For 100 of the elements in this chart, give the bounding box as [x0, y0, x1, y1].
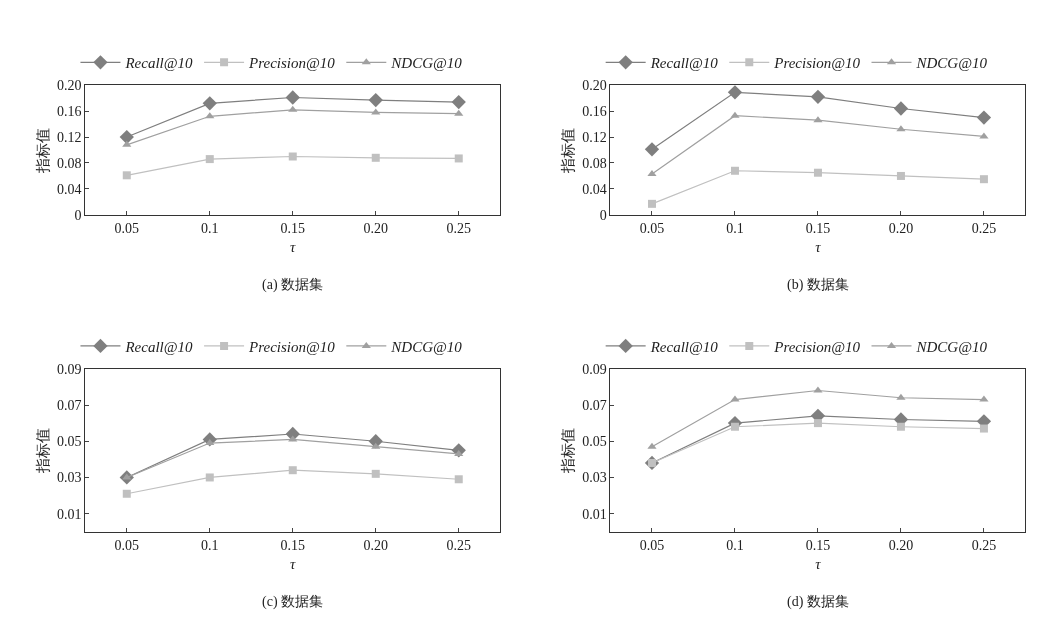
- x-tick-label: 0.05: [114, 537, 140, 553]
- y-tick-label: 0: [599, 207, 607, 223]
- point: [454, 109, 464, 116]
- point: [979, 395, 989, 402]
- y-axis-title: 指标值: [35, 427, 52, 474]
- y-tick-label: 0.12: [582, 129, 607, 145]
- point: [122, 489, 131, 498]
- x-tick-label: 0.15: [805, 537, 831, 553]
- y-tick-label: 0.16: [56, 104, 82, 120]
- x-tick-label: 0.1: [201, 220, 219, 236]
- point: [810, 89, 826, 104]
- point: [122, 140, 132, 147]
- y-tick-label: 0.03: [582, 470, 607, 486]
- x-axis-title: τ: [290, 555, 297, 572]
- legend-label: Recall@10: [124, 55, 194, 72]
- point: [647, 442, 657, 449]
- y-tick-label: 0.05: [56, 434, 82, 450]
- point: [288, 105, 298, 112]
- x-tick-label: 0.05: [114, 220, 140, 236]
- point: [288, 152, 297, 161]
- point: [122, 171, 131, 180]
- point: [896, 393, 906, 400]
- legend-label: Precision@10: [248, 338, 336, 355]
- y-tick-label: 0.16: [582, 104, 607, 120]
- text: (c) 数据集: [262, 594, 324, 610]
- point: [730, 166, 739, 175]
- x-tick-label: 0.25: [446, 537, 471, 553]
- x-tick-label: 0.20: [363, 537, 388, 553]
- point: [202, 96, 217, 111]
- y-tick-label: 0: [74, 207, 82, 223]
- x-tick-label: 0.15: [280, 537, 306, 553]
- x-tick-label: 0.1: [726, 537, 744, 553]
- legend-label: NDCG@10: [915, 338, 988, 355]
- text: (d) 数据集: [787, 594, 849, 610]
- x-tick-label: 0.1: [726, 220, 744, 236]
- point: [896, 171, 905, 180]
- point: [813, 386, 823, 393]
- y-tick-label: 0.07: [582, 397, 607, 413]
- point: [893, 101, 909, 116]
- y-tick-label: 0.20: [582, 78, 607, 94]
- x-tick-label: 0.20: [888, 220, 914, 236]
- legend-label: NDCG@10: [915, 55, 988, 72]
- point: [730, 395, 740, 402]
- x-axis-title: τ: [290, 238, 297, 255]
- y-tick-label: 0.03: [56, 470, 82, 486]
- point: [205, 155, 214, 164]
- x-tick-label: 0.25: [971, 220, 997, 236]
- point: [368, 92, 383, 108]
- legend-label: Recall@10: [649, 55, 719, 72]
- x-tick-label: 0.25: [446, 220, 471, 236]
- point: [285, 90, 300, 105]
- point: [205, 473, 214, 482]
- point: [119, 129, 134, 145]
- legend-label: Precision@10: [773, 55, 861, 72]
- point: [451, 94, 466, 110]
- x-tick-label: 0.05: [639, 220, 665, 236]
- point: [644, 142, 660, 157]
- y-axis-title: 指标值: [560, 127, 577, 174]
- point: [813, 116, 823, 123]
- point: [288, 466, 297, 475]
- point: [730, 111, 740, 118]
- point: [454, 475, 463, 484]
- legend-label: Precision@10: [248, 55, 336, 72]
- point: [371, 469, 380, 478]
- y-tick-label: 0.09: [56, 361, 82, 377]
- x-tick-label: 0.20: [363, 220, 388, 236]
- legend-label: Precision@10: [773, 338, 861, 355]
- x-tick-label: 0.20: [888, 537, 914, 553]
- point: [813, 419, 822, 428]
- y-tick-label: 0.08: [56, 155, 82, 171]
- legend-label: NDCG@10: [390, 338, 463, 355]
- point: [896, 422, 905, 431]
- point: [813, 168, 822, 177]
- x-tick-label: 0.05: [639, 537, 665, 553]
- point: [371, 153, 380, 162]
- legend-label: NDCG@10: [390, 55, 463, 72]
- legend-label: Recall@10: [124, 338, 194, 355]
- y-tick-label: 0.05: [582, 434, 607, 450]
- x-tick-label: 0.25: [971, 537, 997, 553]
- y-tick-label: 0.09: [582, 361, 607, 377]
- y-axis-title: 指标值: [35, 127, 52, 174]
- y-axis-title: 指标值: [560, 427, 577, 474]
- point: [979, 424, 988, 433]
- point: [727, 85, 743, 100]
- y-tick-label: 0.12: [56, 129, 82, 145]
- y-tick-label: 0.04: [56, 181, 82, 197]
- x-tick-label: 0.15: [805, 220, 831, 236]
- point: [976, 110, 992, 125]
- point: [454, 154, 463, 163]
- y-tick-label: 0.01: [582, 506, 607, 522]
- y-tick-label: 0.07: [56, 397, 82, 413]
- legend-label: Recall@10: [649, 338, 719, 355]
- y-tick-label: 0.01: [56, 506, 82, 522]
- text: (b) 数据集: [787, 277, 849, 293]
- point: [730, 422, 739, 431]
- y-tick-label: 0.20: [56, 78, 82, 94]
- point: [979, 175, 988, 184]
- text: (a) 数据集: [262, 277, 324, 293]
- y-tick-label: 0.04: [582, 181, 607, 197]
- x-axis-title: τ: [815, 555, 822, 572]
